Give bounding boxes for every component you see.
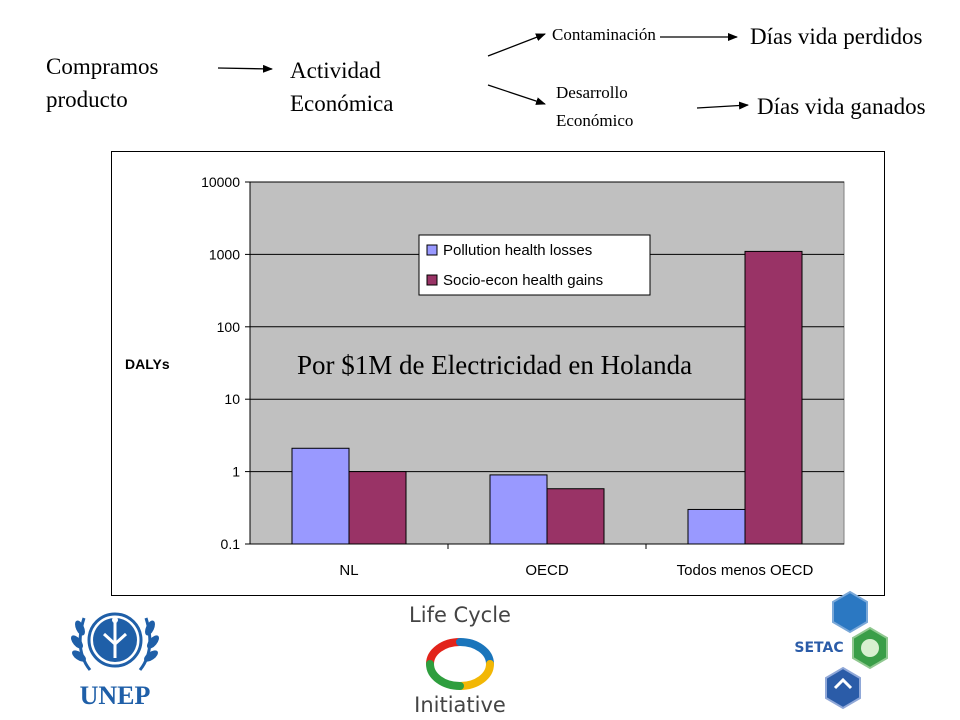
y-tick-label: 100 (217, 319, 241, 335)
bar-gains-0 (348, 471, 407, 545)
bar-gains-2 (744, 250, 803, 545)
flow-step-actividad-line2: Económica (290, 91, 394, 116)
x-category-label: Todos menos OECD (677, 562, 814, 579)
arrow-actividad-to-desarrollo (487, 84, 546, 105)
arrow-desarrollo-to-ganados (696, 101, 749, 110)
legend-label-losses: Pollution health losses (443, 242, 592, 259)
lci-logo-text-top: Life Cycle (409, 603, 511, 627)
bar-gains-1 (546, 488, 605, 545)
flow-branch-contaminacion: Contaminación (552, 25, 656, 44)
flow-branch-desarrollo-line2: Económico (556, 111, 634, 130)
flow-step-actividad-line1: Actividad (290, 58, 381, 83)
flow-arrows (217, 33, 749, 110)
arrow-compramos-to-actividad (217, 64, 273, 73)
life-cycle-initiative-logo: Life Cycle Initiative (409, 603, 511, 717)
y-tick-label: 10000 (201, 174, 240, 190)
y-tick-label: 1 (232, 464, 240, 480)
bar-chart: 0.1 1 10 100 1000 10000 NL OECD Todos menos OECD… (125, 174, 845, 579)
flow-outcome-perdidos: Días vida perdidos (750, 24, 923, 49)
chart-frame: 0.1 1 10 100 1000 10000 NL OECD Todos menos OECD… (111, 151, 885, 596)
y-tick-label: 0.1 (221, 536, 241, 552)
x-category-label: OECD (525, 562, 569, 579)
legend-swatch-losses (426, 244, 438, 256)
legend: Pollution health losses Socio-econ healt… (418, 234, 651, 296)
unep-logo-text: UNEP (80, 681, 151, 710)
legend-box (418, 234, 651, 296)
bar-losses-0 (291, 447, 350, 545)
x-category-label: NL (339, 562, 358, 579)
chart-overlay-text: Por $1M de Electricidad en Holanda (297, 350, 692, 380)
setac-logo: SETAC (795, 590, 888, 710)
flow-step-compramos: Compramos producto (46, 50, 158, 116)
y-tick-label: 10 (224, 391, 240, 407)
bar-losses-1 (489, 474, 548, 545)
y-axis-label: DALYs (125, 356, 170, 372)
legend-label-gains: Socio-econ health gains (443, 272, 603, 289)
bar-losses-2 (687, 508, 746, 545)
y-tick-label: 1000 (209, 246, 240, 262)
setac-logo-text: SETAC (795, 640, 844, 656)
lci-logo-text-bottom: Initiative (414, 693, 506, 717)
legend-swatch-gains (426, 274, 438, 286)
flow-step-compramos-line1: Compramos (46, 54, 159, 79)
flow-outcome-ganados: Días vida ganados (757, 94, 926, 119)
flow-branch-desarrollo: Desarrollo Económico (556, 79, 633, 135)
flow-branch-desarrollo-line1: Desarrollo (556, 83, 628, 102)
flow-step-actividad: Actividad Económica (290, 54, 393, 120)
arrow-actividad-to-contaminacion (487, 33, 546, 57)
flow-step-compramos-line2: producto (46, 87, 128, 112)
unep-logo: UNEP (71, 612, 159, 710)
